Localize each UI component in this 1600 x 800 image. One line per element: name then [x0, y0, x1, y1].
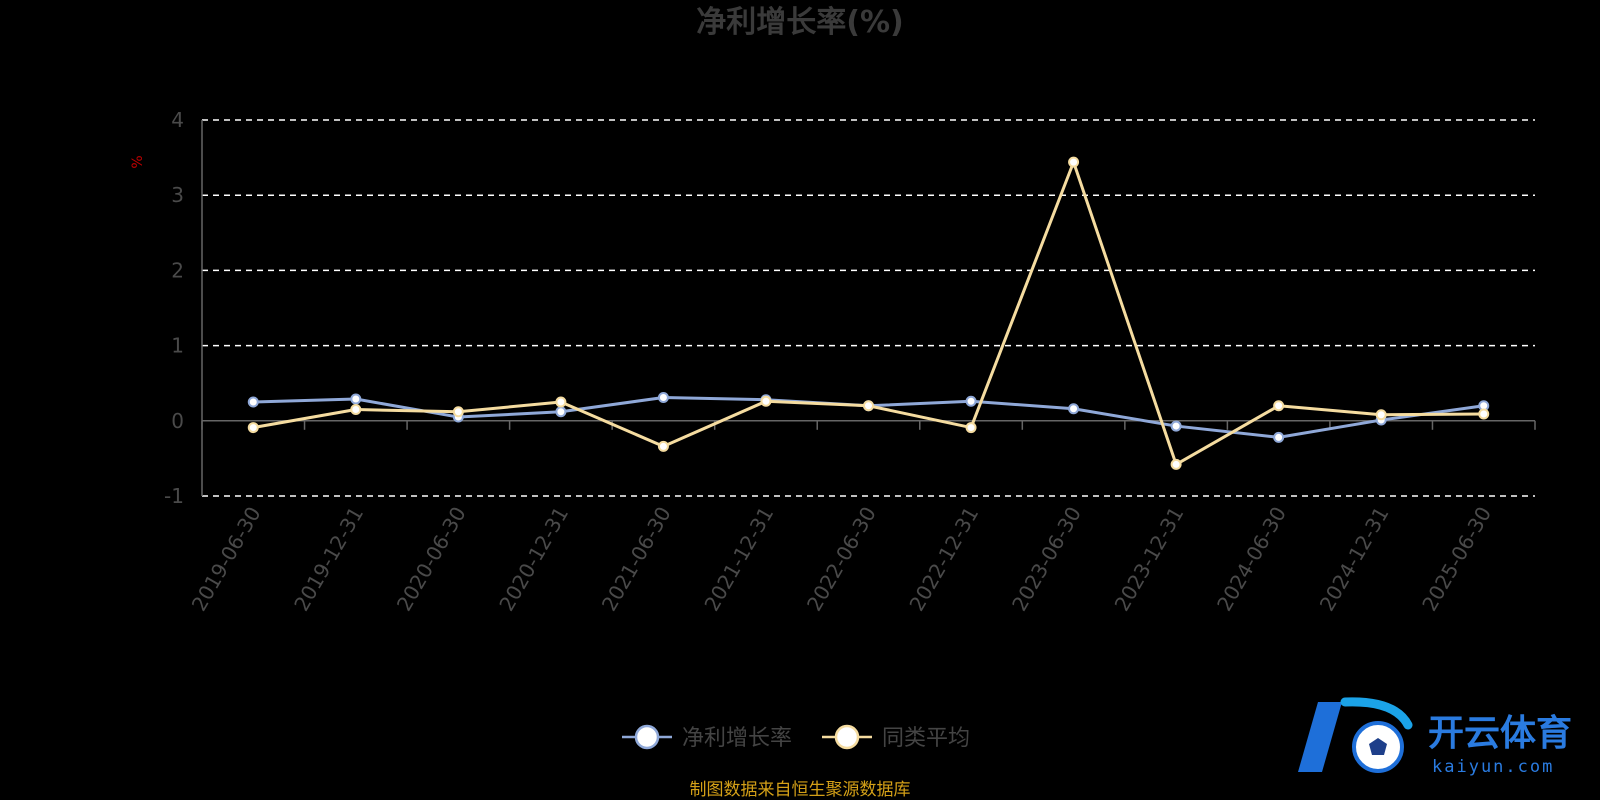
y-tick-label: 4 [171, 108, 184, 132]
data-point[interactable] [555, 406, 567, 418]
series-1 [247, 156, 1490, 470]
x-tick-label: 2024-12-31 [1315, 503, 1394, 616]
x-tick-label: 2024-06-30 [1212, 503, 1291, 616]
data-point[interactable] [247, 422, 259, 434]
series-lines [247, 156, 1490, 470]
grid-lines [202, 119, 1535, 497]
data-point[interactable] [965, 422, 977, 434]
data-point[interactable] [1478, 408, 1490, 420]
source-note: 制图数据来自恒生聚源数据库 [690, 780, 911, 800]
soccer-ball-logo-icon [1298, 697, 1413, 773]
x-tick-label: 2022-06-30 [802, 503, 881, 616]
x-axis: 2019-06-30 2019-12-31 2020-06-30 2020-12-31… [187, 420, 1536, 616]
data-point[interactable] [1375, 409, 1387, 421]
data-point[interactable] [1273, 400, 1285, 412]
watermark-domain: kaiyun.com [1432, 757, 1554, 777]
watermark-brand: 开云体育 [1428, 713, 1572, 754]
y-axis-unit-label: % [130, 155, 146, 168]
legend-item-peer-average[interactable]: 同类平均 [822, 724, 970, 751]
legend-marker-peer-average [834, 724, 860, 750]
y-tick-label: 1 [171, 334, 184, 358]
data-point[interactable] [657, 440, 669, 452]
x-tick-label: 2021-06-30 [597, 503, 676, 616]
legend: 净利增长率 同类平均 [622, 724, 970, 751]
y-tick-label: 3 [171, 183, 184, 207]
y-tick-label: 2 [171, 258, 184, 282]
data-point[interactable] [1170, 458, 1182, 470]
data-point[interactable] [1273, 431, 1285, 443]
data-point[interactable] [350, 404, 362, 416]
chart-title: 净利增长率(%) [696, 5, 903, 40]
x-tick-label: 2019-06-30 [187, 503, 266, 616]
data-point[interactable] [247, 396, 259, 408]
x-tick-label: 2020-06-30 [392, 503, 471, 616]
legend-label-peer-average: 同类平均 [882, 726, 970, 751]
data-point[interactable] [555, 396, 567, 408]
x-tick-label: 2023-12-31 [1110, 503, 1189, 616]
x-tick-label: 2021-12-31 [699, 503, 778, 616]
data-point[interactable] [657, 391, 669, 403]
x-tick-label: 2019-12-31 [289, 503, 368, 616]
data-point[interactable] [1068, 403, 1080, 415]
data-point[interactable] [1068, 156, 1080, 168]
legend-marker-net-profit-growth [634, 724, 660, 750]
data-point[interactable] [965, 395, 977, 407]
x-tick-label: 2023-06-30 [1007, 503, 1086, 616]
data-point[interactable] [452, 406, 464, 418]
legend-item-net-profit-growth[interactable]: 净利增长率 [622, 724, 792, 751]
x-tick-label: 2025-06-30 [1417, 503, 1496, 616]
y-tick-label: 0 [171, 409, 184, 433]
data-point[interactable] [350, 393, 362, 405]
x-tick-label: 2020-12-31 [494, 503, 573, 616]
y-tick-label: -1 [164, 484, 184, 508]
data-point[interactable] [1170, 420, 1182, 432]
y-axis: -1 0 1 2 3 4 [164, 108, 203, 508]
legend-label-net-profit-growth: 净利增长率 [682, 726, 792, 751]
x-tick-label: 2022-12-31 [904, 503, 983, 616]
series-line [253, 160, 1484, 466]
data-point[interactable] [760, 395, 772, 407]
watermark-logo: 开云体育 kaiyun.com [1298, 697, 1572, 777]
data-point[interactable] [863, 400, 874, 412]
